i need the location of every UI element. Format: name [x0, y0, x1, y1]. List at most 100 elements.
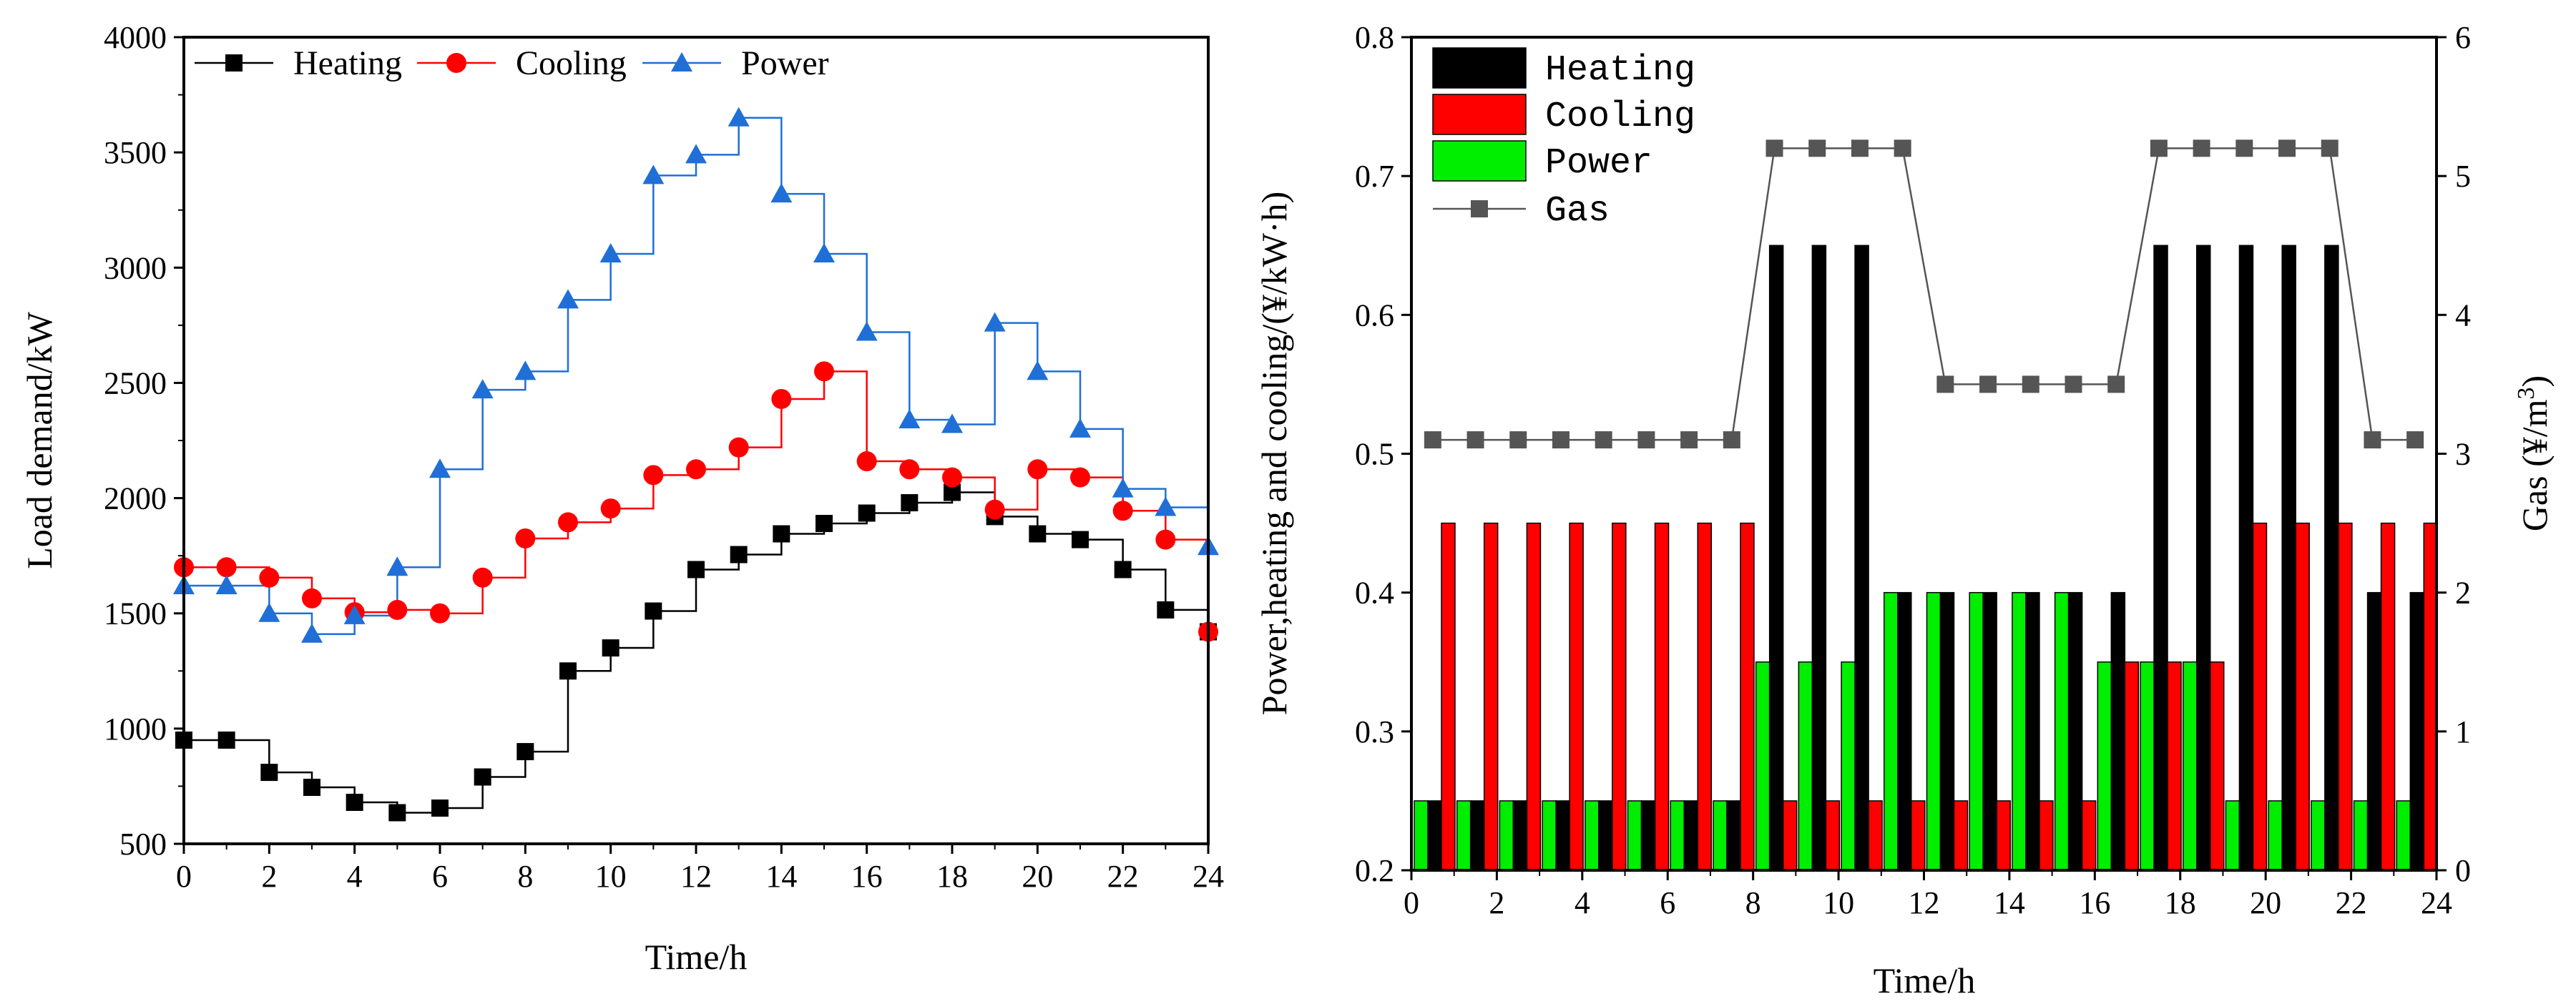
right-heating-bar-8 — [1768, 245, 1784, 871]
right-gas-point-12 — [1936, 375, 1954, 393]
right-legend-cooling-swatch — [1432, 94, 1527, 135]
right-heating-bar-9 — [1811, 245, 1827, 871]
right-y-tick-label-0.2: 0.2 — [1355, 853, 1394, 888]
left-cooling-point-5 — [387, 599, 408, 620]
right-y2-title-end: ) — [2514, 375, 2555, 388]
right-cooling-bar-21 — [2338, 522, 2353, 871]
right-legend-heating-label: Heating — [1545, 50, 1695, 91]
right-y2-tick-label-1: 1 — [2455, 714, 2471, 749]
left-y-tick-label-3000: 3000 — [104, 250, 167, 285]
right-x-tick-label-16: 16 — [2079, 885, 2110, 920]
left-heating-point-9 — [559, 662, 577, 680]
left-x-tick-label-16: 16 — [851, 859, 883, 894]
right-power-bar-6 — [1670, 800, 1685, 871]
right-heating-bar-13 — [1982, 591, 1997, 871]
right-power-bar-18 — [2183, 661, 2198, 871]
right-power-bar-16 — [2097, 661, 2112, 871]
right-power-bar-2 — [1499, 800, 1514, 871]
left-power-point-18 — [941, 413, 963, 433]
left-x-tick-label-14: 14 — [765, 859, 797, 894]
right-gas-point-18 — [2193, 139, 2210, 157]
right-cooling-bar-13 — [1996, 800, 2011, 871]
right-x-tick-label-8: 8 — [1745, 885, 1761, 920]
right-y2-tick-label-3: 3 — [2455, 437, 2471, 472]
right-heating-bar-10 — [1854, 245, 1869, 871]
right-x-tick-label-0: 0 — [1404, 885, 1419, 920]
right-power-bar-15 — [2054, 591, 2070, 871]
left-cooling-point-10 — [600, 498, 621, 519]
right-y-tick-label-0.3: 0.3 — [1355, 714, 1394, 749]
right-power-bar-11 — [1884, 591, 1899, 871]
left-cooling-point-16 — [856, 451, 877, 472]
right-heating-bar-3 — [1555, 800, 1570, 871]
right-y2-tick-label-2: 2 — [2455, 576, 2471, 611]
left-cooling-point-23 — [1155, 529, 1176, 550]
right-x-tick-label-18: 18 — [2165, 885, 2196, 920]
right-legend-gas-marker — [1471, 200, 1488, 217]
left-power-point-9 — [557, 289, 579, 309]
right-power-bar-7 — [1713, 800, 1728, 871]
right-x-tick-label-22: 22 — [2336, 885, 2367, 920]
right-x-tick-label-20: 20 — [2250, 885, 2281, 920]
left-heating-point-5 — [388, 804, 406, 822]
right-gas-point-4 — [1595, 431, 1612, 449]
left-power-point-8 — [514, 360, 537, 380]
left-power-point-21 — [1069, 418, 1091, 438]
right-x-tick-label-24: 24 — [2421, 885, 2452, 920]
left-y-tick-label-2000: 2000 — [104, 481, 167, 516]
left-heating-point-12 — [687, 561, 705, 579]
right-y2-tick-label-5: 5 — [2455, 159, 2471, 194]
right-y-tick-label-0.6: 0.6 — [1355, 297, 1394, 333]
left-legend-power-marker — [671, 52, 692, 72]
left-x-tick-label-22: 22 — [1107, 859, 1139, 894]
right-cooling-bar-5 — [1654, 522, 1670, 871]
right-cooling-bar-20 — [2295, 522, 2310, 871]
right-heating-bar-20 — [2281, 245, 2296, 871]
left-load-demand-chart: 0 2 4 6 8 10 12 14 16 18 20 22 24 500100015002000250… — [19, 20, 1224, 977]
right-x-tick-label-10: 10 — [1823, 885, 1854, 920]
right-y2-tick-label-0: 0 — [2455, 853, 2471, 888]
left-cooling-point-14 — [771, 388, 792, 409]
right-power-bar-9 — [1798, 661, 1813, 871]
right-legend-gas-label: Gas — [1545, 191, 1610, 232]
left-power-point-3 — [301, 623, 323, 643]
left-heating-point-4 — [346, 793, 363, 811]
right-cooling-bar-10 — [1868, 800, 1883, 871]
left-heating-point-6 — [431, 799, 449, 817]
right-power-bar-8 — [1755, 661, 1771, 871]
left-heating-point-21 — [1072, 531, 1089, 548]
right-y2-tick-label-6: 6 — [2455, 20, 2471, 55]
right-price-chart: 0 2 4 6 8 10 12 14 16 18 20 22 24 0.20.30.40.50.60.7… — [1254, 20, 2555, 1000]
right-heating-bar-2 — [1512, 800, 1528, 871]
left-cooling-point-22 — [1112, 501, 1133, 521]
right-cooling-bar-19 — [2252, 522, 2268, 871]
left-x-tick-label-10: 10 — [595, 859, 627, 894]
right-y-tick-label-0.5: 0.5 — [1355, 437, 1394, 472]
right-cooling-bar-15 — [2081, 800, 2097, 871]
right-y2-title-sup: 3 — [2513, 387, 2540, 399]
right-power-bar-4 — [1585, 800, 1600, 871]
right-gas-point-6 — [1680, 431, 1698, 449]
right-cooling-bar-3 — [1569, 522, 1584, 871]
right-cooling-bar-1 — [1483, 522, 1499, 871]
right-y-tick-label-0.8: 0.8 — [1355, 20, 1394, 55]
left-power-point-10 — [599, 242, 622, 262]
left-x-tick-label-12: 12 — [680, 859, 712, 894]
left-cooling-point-12 — [686, 459, 706, 480]
right-gas-point-3 — [1552, 431, 1569, 449]
right-power-bar-13 — [1969, 591, 1984, 871]
right-gas-point-13 — [1979, 375, 1997, 393]
left-y-tick-label-1000: 1000 — [104, 712, 167, 747]
left-x-tick-label-6: 6 — [432, 859, 448, 894]
left-power-point-19 — [984, 312, 1006, 332]
right-gas-point-8 — [1766, 139, 1783, 157]
right-heating-bar-18 — [2196, 245, 2211, 871]
left-cooling-point-8 — [515, 528, 536, 548]
right-gas-point-7 — [1723, 431, 1740, 449]
right-heating-bar-7 — [1726, 800, 1741, 871]
left-power-point-22 — [1112, 478, 1134, 498]
left-y-tick-label-3500: 3500 — [104, 135, 167, 170]
right-gas-point-16 — [2107, 375, 2125, 393]
right-power-bar-20 — [2268, 800, 2283, 871]
right-gas-point-15 — [2065, 375, 2082, 393]
